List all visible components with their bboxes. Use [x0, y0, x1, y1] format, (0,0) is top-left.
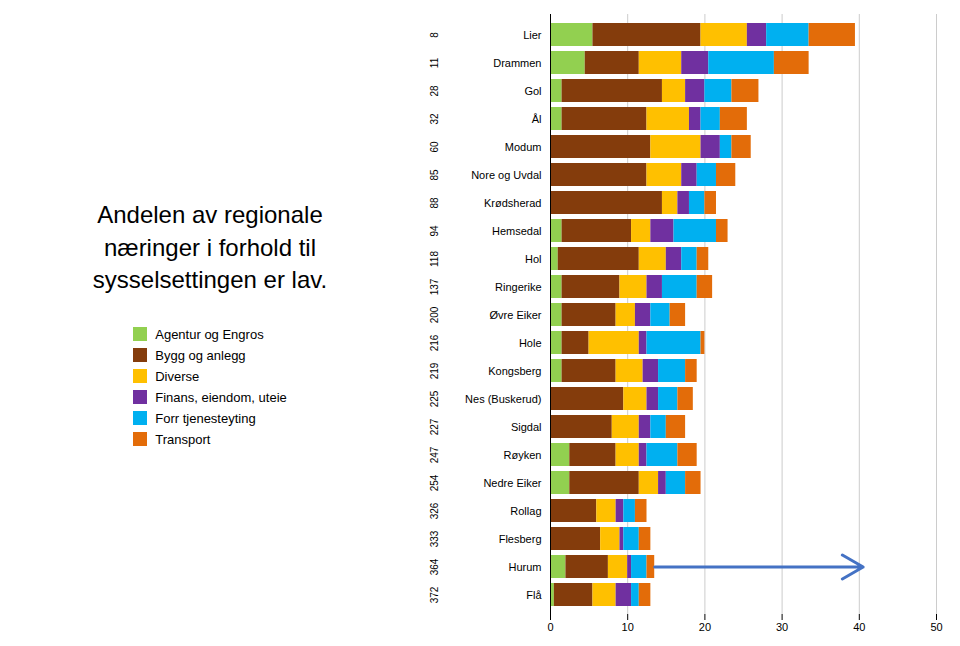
- svg-text:Nore og Uvdal: Nore og Uvdal: [471, 169, 541, 181]
- html-text:Forr tjenesteyting: Forr tjenesteyting: [155, 410, 256, 426]
- html-text:Andelen av regionale næringer: Andelen av regionale næringer i forhold …: [92, 201, 328, 294]
- svg-text:Lier: Lier: [523, 29, 542, 41]
- svg-text:88: 88: [429, 197, 440, 209]
- svg-text:40: 40: [853, 621, 865, 633]
- svg-text:11: 11: [429, 57, 440, 68]
- svg-text:28: 28: [429, 85, 440, 97]
- svg-text:364: 364: [429, 558, 440, 575]
- svg-text:Øvre Eiker: Øvre Eiker: [490, 309, 542, 321]
- svg-text:Ringerike: Ringerike: [495, 281, 541, 293]
- svg-text:Røyken: Røyken: [504, 449, 542, 461]
- svg-text:Sigdal: Sigdal: [511, 421, 542, 433]
- svg-text:118: 118: [429, 251, 440, 267]
- svg-text:Flå: Flå: [526, 589, 542, 601]
- svg-text:50: 50: [930, 621, 942, 633]
- svg-text:Ål: Ål: [532, 113, 542, 125]
- svg-text:Nedre Eiker: Nedre Eiker: [483, 477, 541, 489]
- svg-text:Modum: Modum: [505, 141, 542, 153]
- svg-text:326: 326: [429, 502, 440, 519]
- svg-text:227: 227: [429, 418, 440, 435]
- svg-text:Hurum: Hurum: [508, 561, 541, 573]
- svg-text:333: 333: [429, 530, 440, 547]
- svg-text:Hol: Hol: [525, 253, 542, 265]
- svg-text:94: 94: [429, 225, 440, 237]
- svg-text:225: 225: [429, 390, 440, 407]
- svg-text:0: 0: [547, 621, 553, 633]
- html-text:Bygg og anlegg: Bygg og anlegg: [155, 347, 246, 363]
- svg-text:10: 10: [622, 621, 634, 633]
- svg-text:247: 247: [429, 446, 440, 463]
- svg-text:200: 200: [429, 306, 440, 323]
- svg-text:219: 219: [429, 362, 440, 379]
- svg-text:60: 60: [429, 141, 440, 153]
- svg-text:Gol: Gol: [524, 85, 541, 97]
- svg-text:30: 30: [776, 621, 788, 633]
- svg-text:137: 137: [429, 278, 440, 295]
- svg-text:Krødsherad: Krødsherad: [484, 197, 541, 209]
- svg-text:Hemsedal: Hemsedal: [492, 225, 542, 237]
- svg-text:216: 216: [429, 334, 440, 351]
- svg-text:Nes (Buskerud): Nes (Buskerud): [465, 393, 541, 405]
- svg-text:Flesberg: Flesberg: [499, 533, 542, 545]
- svg-text:Kongsberg: Kongsberg: [488, 365, 541, 377]
- svg-text:8: 8: [429, 32, 440, 38]
- svg-text:254: 254: [429, 474, 440, 491]
- svg-text:Drammen: Drammen: [493, 57, 541, 69]
- svg-text:32: 32: [429, 113, 440, 125]
- svg-text:Rollag: Rollag: [510, 505, 541, 517]
- svg-text:Hole: Hole: [519, 337, 542, 349]
- html-text:Finans, eiendom, uteie: Finans, eiendom, uteie: [155, 389, 287, 405]
- svg-text:85: 85: [429, 169, 440, 181]
- html-text:Transport: Transport: [155, 431, 211, 447]
- html-text:Diverse: Diverse: [155, 368, 200, 384]
- svg-text:372: 372: [429, 586, 440, 603]
- html-text:Agentur og Engros: Agentur og Engros: [155, 326, 264, 342]
- svg-text:20: 20: [699, 621, 711, 633]
